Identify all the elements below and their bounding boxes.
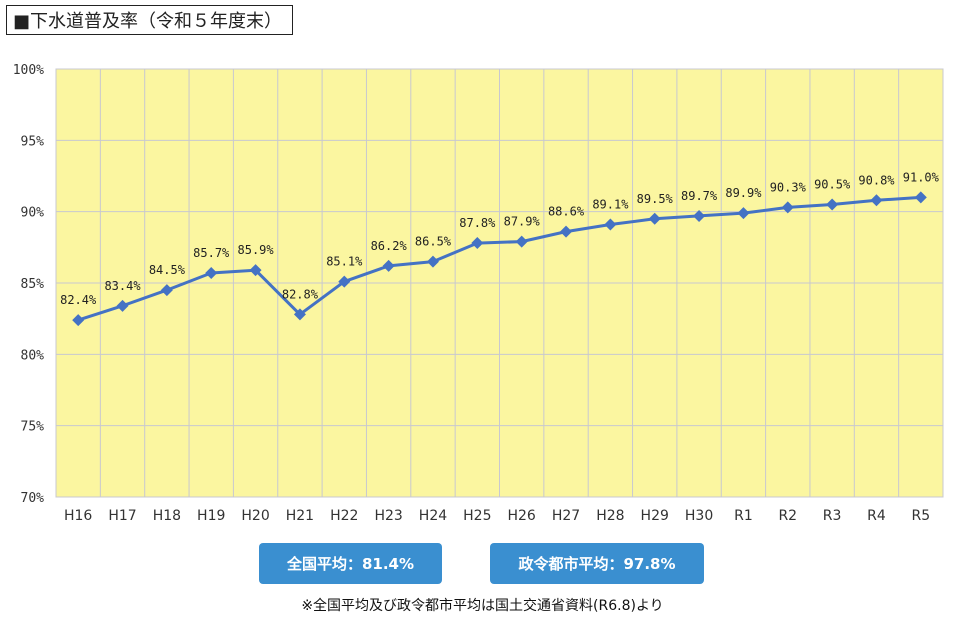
data-label: 89.5% xyxy=(637,192,674,206)
data-label: 89.9% xyxy=(725,186,762,200)
x-tick-label: H28 xyxy=(596,508,624,524)
data-label: 86.2% xyxy=(371,239,408,253)
data-label: 89.1% xyxy=(592,198,629,212)
data-label: 83.4% xyxy=(104,279,141,293)
data-labels: 82.4% 83.4% 84.5% 85.7% 85.9% 82.8% 85.1% 86.2%… xyxy=(60,170,940,307)
data-point xyxy=(604,218,617,231)
data-point xyxy=(382,259,395,272)
series-line xyxy=(77,195,921,322)
data-point xyxy=(249,264,262,277)
x-tick-label: H29 xyxy=(641,508,669,524)
x-tick-label: H17 xyxy=(108,508,136,524)
y-tick-label: 75% xyxy=(21,420,45,435)
data-point xyxy=(160,284,173,297)
data-point xyxy=(737,207,750,220)
data-point xyxy=(560,225,573,238)
x-tick-label: H24 xyxy=(419,508,447,524)
grid-lines xyxy=(56,68,943,498)
x-tick-label: H25 xyxy=(463,508,491,524)
x-tick-label: H18 xyxy=(153,508,181,524)
data-point xyxy=(116,299,129,312)
data-point xyxy=(648,212,661,225)
data-label: 87.8% xyxy=(459,216,496,230)
x-tick-label: H26 xyxy=(508,508,536,524)
designated-cities-average-badge: 政令都市平均：97.8% xyxy=(490,543,704,584)
data-label: 85.1% xyxy=(326,255,363,269)
data-point xyxy=(914,191,927,204)
data-point xyxy=(781,201,794,214)
data-label: 82.4% xyxy=(60,293,97,307)
y-tick-label: 95% xyxy=(21,134,45,149)
data-point xyxy=(515,235,528,248)
data-point xyxy=(826,198,839,211)
series-line-path xyxy=(77,195,921,322)
y-tick-label: 85% xyxy=(21,277,45,292)
data-label: 82.8% xyxy=(282,287,319,301)
data-label: 88.6% xyxy=(548,205,585,219)
data-point xyxy=(293,308,306,321)
data-label: 87.9% xyxy=(504,215,541,229)
data-point xyxy=(338,275,351,288)
data-point xyxy=(426,255,439,268)
national-average-badge: 全国平均：81.4% xyxy=(259,543,442,584)
x-tick-label: R3 xyxy=(823,508,842,524)
data-label: 86.5% xyxy=(415,235,452,249)
y-tick-label: 90% xyxy=(21,206,45,221)
x-tick-labels: H16 H17 H18 H19 H20 H21 H22 H23 H24 H25 H26 H27 H28 H… xyxy=(64,508,930,524)
x-tick-label: R1 xyxy=(734,508,753,524)
data-label: 90.5% xyxy=(814,178,851,192)
x-tick-label: H19 xyxy=(197,508,225,524)
x-tick-label: H23 xyxy=(374,508,402,524)
data-point xyxy=(870,194,883,207)
x-tick-label: H30 xyxy=(685,508,713,524)
data-label: 90.3% xyxy=(770,180,807,194)
x-tick-label: R4 xyxy=(867,508,886,524)
data-label: 89.7% xyxy=(681,189,718,203)
data-label: 91.0% xyxy=(903,170,940,184)
x-tick-label: H22 xyxy=(330,508,358,524)
chart-title: ■下水道普及率（令和５年度末） xyxy=(6,5,294,35)
x-tick-label: H21 xyxy=(286,508,314,524)
x-tick-label: H20 xyxy=(241,508,269,524)
footnote: ※全国平均及び政令都市平均は国土交通省資料(R6.8)より xyxy=(301,598,664,614)
data-label: 90.8% xyxy=(858,173,895,187)
x-tick-label: H16 xyxy=(64,508,92,524)
data-label: 84.5% xyxy=(149,263,186,277)
line-chart: 70% 75% 80% 85% 90% 95% 100% H16 H17 H18 H19 H20 H2… xyxy=(13,63,944,524)
data-point xyxy=(471,237,484,250)
data-label: 85.9% xyxy=(238,243,275,257)
y-tick-labels: 70% 75% 80% 85% 90% 95% 100% xyxy=(13,63,44,506)
y-tick-label: 100% xyxy=(13,63,44,78)
data-label: 85.7% xyxy=(193,246,230,260)
data-point xyxy=(693,209,706,222)
data-point xyxy=(205,267,218,280)
y-tick-label: 80% xyxy=(21,348,45,363)
x-tick-label: R5 xyxy=(912,508,931,524)
series-markers xyxy=(72,191,927,327)
data-point xyxy=(72,314,85,327)
x-tick-label: H27 xyxy=(552,508,580,524)
y-tick-label: 70% xyxy=(21,491,45,506)
x-tick-label: R2 xyxy=(778,508,797,524)
